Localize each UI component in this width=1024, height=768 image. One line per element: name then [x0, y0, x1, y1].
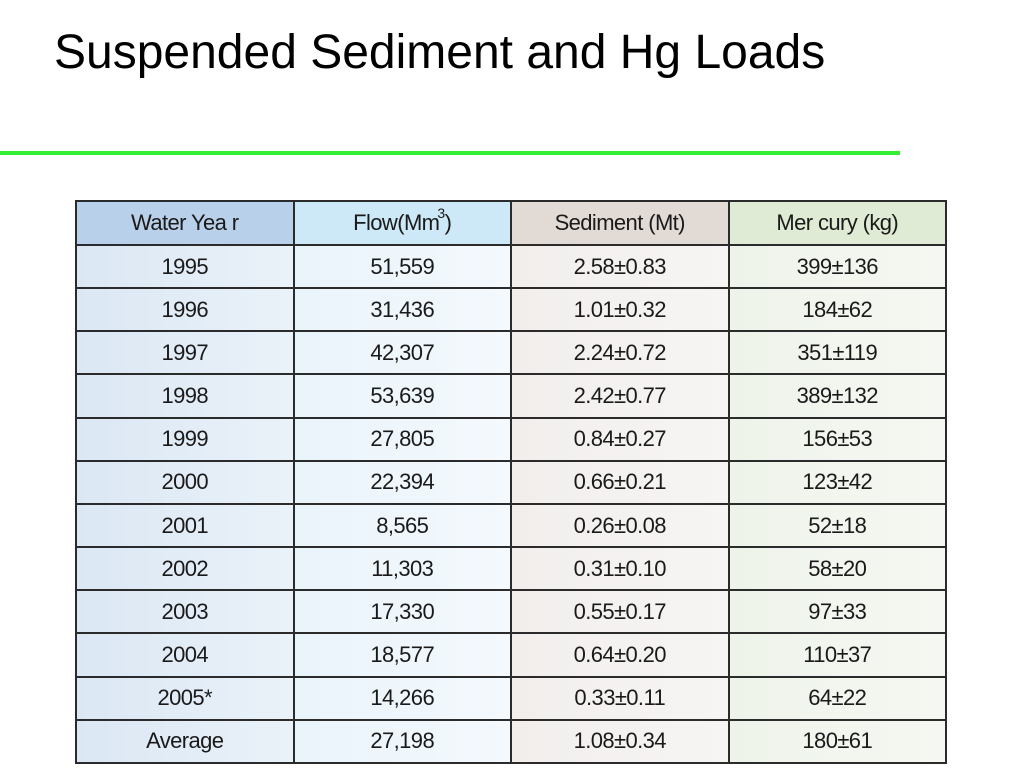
cell-mercury: 97±33 — [727, 589, 947, 635]
cell-water-year: Average — [75, 718, 295, 765]
header-row: Water Yea r Flow(Mm3) Sediment (Mt) Mer … — [75, 200, 947, 246]
cell-mercury: 52±18 — [727, 502, 947, 549]
loads-table-container: Water Yea r Flow(Mm3) Sediment (Mt) Mer … — [75, 200, 947, 765]
table-row: 2001 8,565 0.26±0.08 52±18 — [75, 502, 947, 549]
cell-mercury: 389±132 — [727, 373, 947, 419]
cell-water-year: 2005* — [75, 675, 295, 721]
cell-mercury: 399±136 — [727, 243, 947, 290]
cell-water-year: 2004 — [75, 632, 295, 678]
table-row: 2002 11,303 0.31±0.10 58±20 — [75, 546, 947, 592]
cell-sediment: 0.33±0.11 — [510, 675, 730, 721]
cell-sediment: 2.24±0.72 — [510, 330, 730, 376]
table-row: 1997 42,307 2.24±0.72 351±119 — [75, 330, 947, 376]
cell-sediment: 1.08±0.34 — [510, 718, 730, 765]
table-row: 2005* 14,266 0.33±0.11 64±22 — [75, 675, 947, 721]
cell-sediment: 0.55±0.17 — [510, 589, 730, 635]
slide-title: Suspended Sediment and Hg Loads — [54, 26, 826, 79]
cell-water-year: 1999 — [75, 416, 295, 462]
cell-mercury: 180±61 — [727, 718, 947, 765]
cell-sediment: 0.31±0.10 — [510, 546, 730, 592]
cell-flow: 8,565 — [292, 502, 512, 549]
title-divider — [0, 151, 900, 155]
cell-sediment: 0.66±0.21 — [510, 459, 730, 505]
table-row: 2003 17,330 0.55±0.17 97±33 — [75, 589, 947, 635]
cell-mercury: 156±53 — [727, 416, 947, 462]
header-flow: Flow(Mm3) — [292, 200, 512, 246]
table-row: 1996 31,436 1.01±0.32 184±62 — [75, 287, 947, 333]
cell-flow: 11,303 — [292, 546, 512, 592]
cell-water-year: 1996 — [75, 287, 295, 333]
table-row: 2004 18,577 0.64±0.20 110±37 — [75, 632, 947, 678]
cell-flow: 31,436 — [292, 287, 512, 333]
cell-sediment: 2.58±0.83 — [510, 243, 730, 290]
header-mercury: Mer cury (kg) — [727, 200, 947, 246]
table-body: 1995 51,559 2.58±0.83 399±136 1996 31,436 1.01… — [75, 243, 947, 765]
cell-flow: 27,198 — [292, 718, 512, 765]
table-row: 2000 22,394 0.66±0.21 123±42 — [75, 459, 947, 505]
cell-flow: 18,577 — [292, 632, 512, 678]
cell-flow: 51,559 — [292, 243, 512, 290]
cell-water-year: 2002 — [75, 546, 295, 592]
cell-flow: 42,307 — [292, 330, 512, 376]
table-row: 1998 53,639 2.42±0.77 389±132 — [75, 373, 947, 419]
cell-flow: 27,805 — [292, 416, 512, 462]
table-row: 1995 51,559 2.58±0.83 399±136 — [75, 243, 947, 290]
cell-water-year: 2000 — [75, 459, 295, 505]
cell-mercury: 64±22 — [727, 675, 947, 721]
cell-flow: 14,266 — [292, 675, 512, 721]
cell-water-year: 2003 — [75, 589, 295, 635]
cell-water-year: 2001 — [75, 502, 295, 549]
cell-water-year: 1995 — [75, 243, 295, 290]
table-row: 1999 27,805 0.84±0.27 156±53 — [75, 416, 947, 462]
loads-table: Water Yea r Flow(Mm3) Sediment (Mt) Mer … — [75, 200, 947, 765]
cell-mercury: 123±42 — [727, 459, 947, 505]
cell-sediment: 0.84±0.27 — [510, 416, 730, 462]
cell-flow: 22,394 — [292, 459, 512, 505]
cell-sediment: 0.26±0.08 — [510, 502, 730, 549]
cell-water-year: 1997 — [75, 330, 295, 376]
cell-flow: 17,330 — [292, 589, 512, 635]
header-sediment: Sediment (Mt) — [510, 200, 730, 246]
cell-mercury: 110±37 — [727, 632, 947, 678]
cell-sediment: 0.64±0.20 — [510, 632, 730, 678]
header-flow-label: Flow(Mm — [353, 210, 440, 235]
cell-sediment: 1.01±0.32 — [510, 287, 730, 333]
header-flow-close: ) — [444, 210, 452, 235]
cell-mercury: 351±119 — [727, 330, 947, 376]
table-row: Average 27,198 1.08±0.34 180±61 — [75, 718, 947, 765]
header-water-year: Water Yea r — [75, 200, 295, 246]
cell-flow: 53,639 — [292, 373, 512, 419]
cell-mercury: 184±62 — [727, 287, 947, 333]
cell-mercury: 58±20 — [727, 546, 947, 592]
header-flow-superscript: 3 — [437, 205, 445, 221]
table-header: Water Yea r Flow(Mm3) Sediment (Mt) Mer … — [75, 200, 947, 246]
cell-sediment: 2.42±0.77 — [510, 373, 730, 419]
cell-water-year: 1998 — [75, 373, 295, 419]
